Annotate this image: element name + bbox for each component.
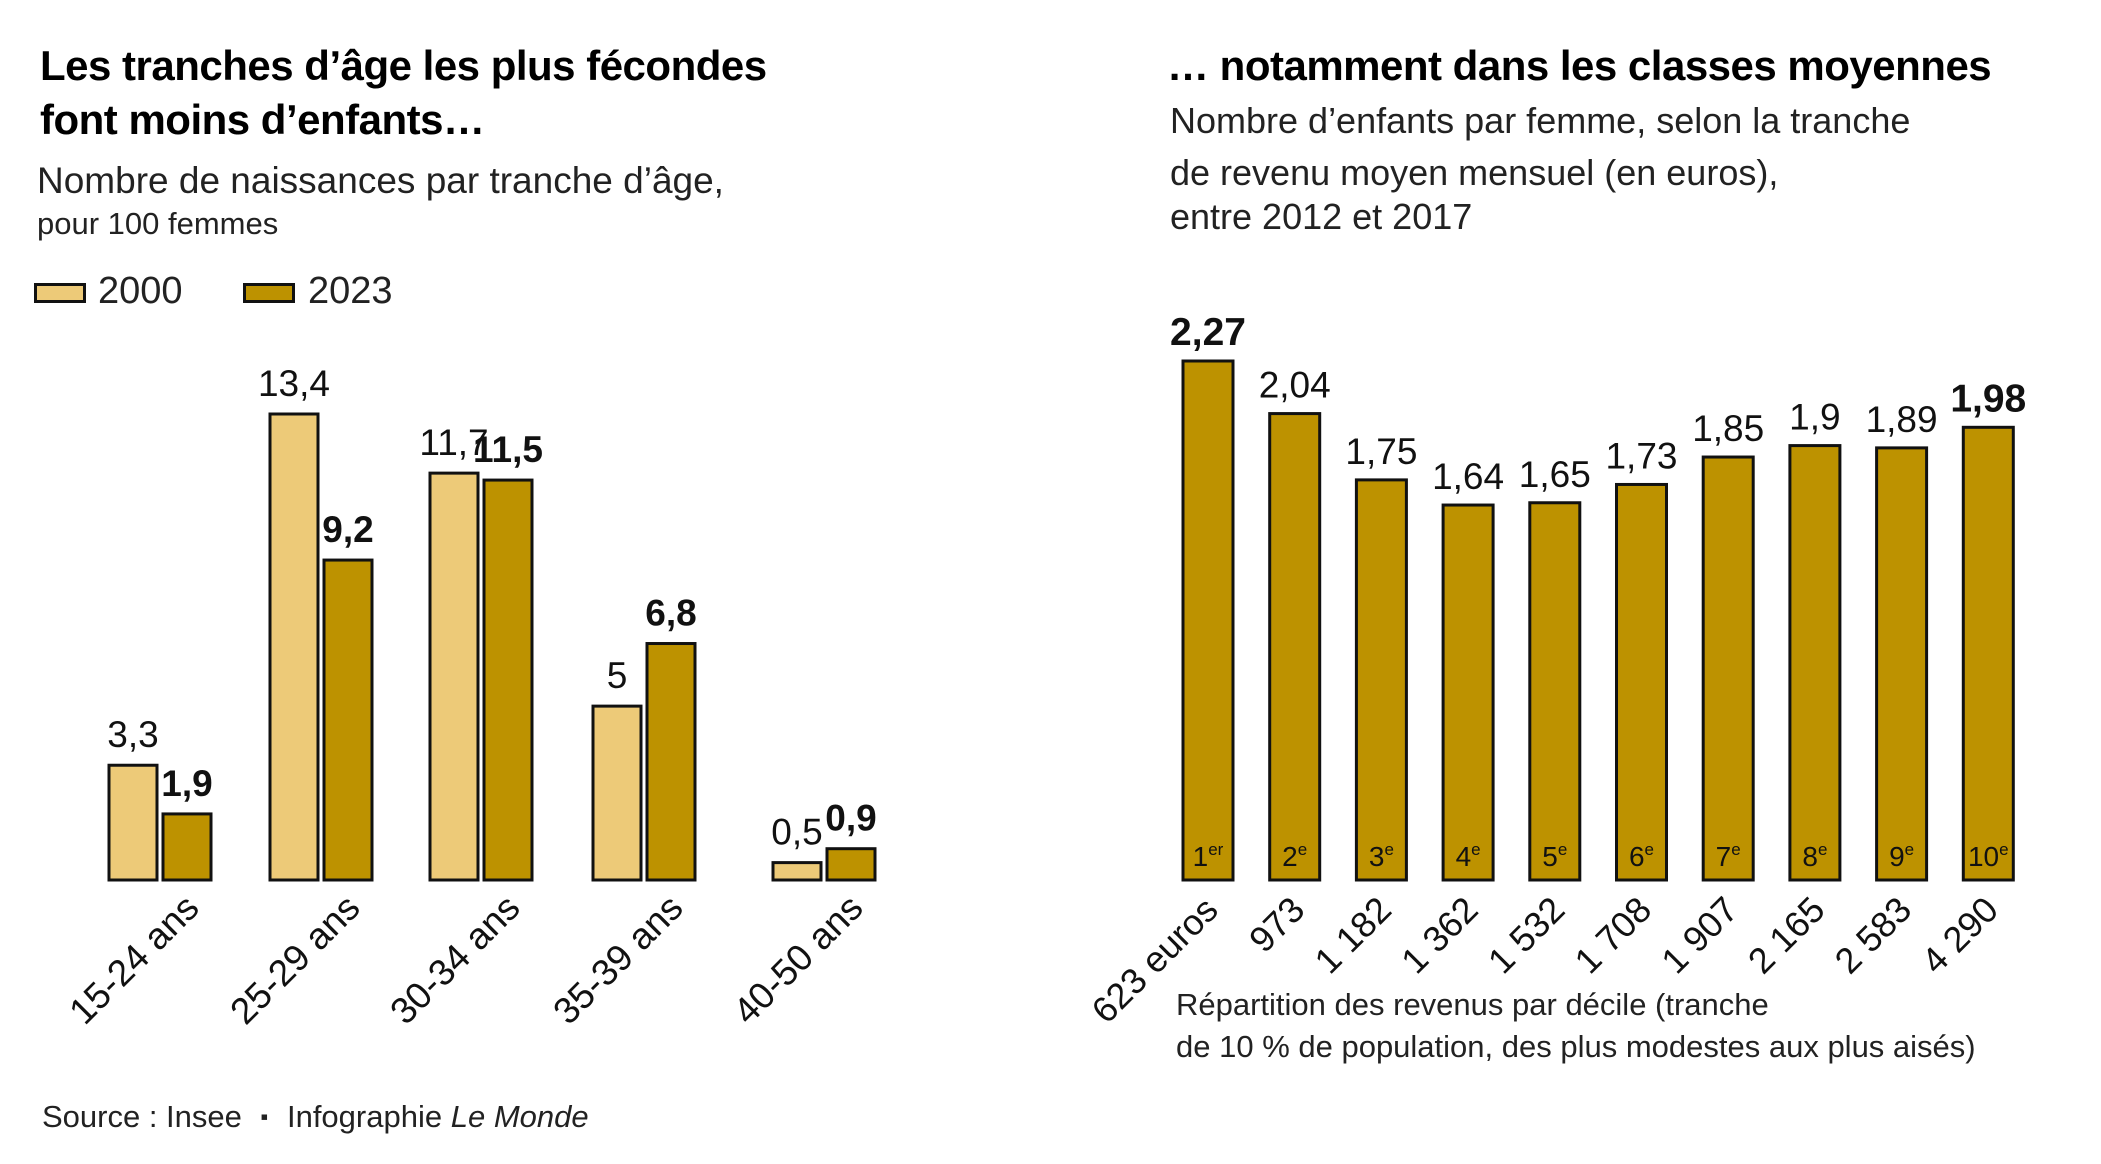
income-label-9: 2 583 <box>1827 889 1920 982</box>
decile-value-label-9: 1,89 <box>1866 399 1938 440</box>
data-label-2023-4: 0,9 <box>825 798 876 839</box>
bar-2000-0 <box>107 763 159 882</box>
decile-bar-1 <box>1181 359 1235 882</box>
decile-value-label-5: 1,65 <box>1519 454 1591 495</box>
category-label-2: 30-34 ans <box>382 887 527 1032</box>
category-label-0: 15-24 ans <box>61 887 206 1032</box>
decile-bar-6 <box>1615 482 1668 882</box>
legend-swatch-2000 <box>34 283 86 303</box>
income-label-5: 1 532 <box>1480 889 1573 982</box>
income-label-1: 623 euros <box>1083 889 1225 1031</box>
income-label-7: 1 907 <box>1653 889 1746 982</box>
decile-bar-5 <box>1528 501 1582 882</box>
decile-bar-8 <box>1788 444 1842 882</box>
decile-rank-label-9: 9e <box>1889 840 1914 872</box>
decile-rank-label-6: 6e <box>1629 840 1654 872</box>
decile-rank-label-5: 5e <box>1542 840 1567 872</box>
left-chart-title-line1: Les tranches d’âge les plus fécondes <box>40 42 767 89</box>
decile-value-label-2: 2,04 <box>1259 365 1331 406</box>
income-label-3: 1 182 <box>1306 889 1399 982</box>
right-chart-title: … notamment dans les classes moyennes <box>1167 42 1992 89</box>
income-label-8: 2 165 <box>1740 889 1833 982</box>
right-chart-subtitle-line2: de revenu moyen mensuel (en euros), <box>1170 152 1779 193</box>
bar-2023-0 <box>161 812 213 882</box>
decile-rank-label-1: 1er <box>1193 840 1224 872</box>
source-separator: ▪ <box>260 1104 269 1129</box>
decile-value-label-8: 1,9 <box>1789 397 1840 438</box>
left-chart-subtitle-line1: Nombre de naissances par tranche d’âge, <box>37 160 724 201</box>
credit-label: Infographie <box>286 1099 443 1134</box>
right-chart-subtitle-line1: Nombre d’enfants par femme, selon la tra… <box>1170 100 1911 141</box>
decile-rank-label-3: 3e <box>1369 840 1394 872</box>
source-line: Source : Insee ▪ Infographie Le Monde <box>42 1099 589 1135</box>
bar-2000-1 <box>268 412 320 882</box>
data-label-2000-2: 11,7 <box>419 422 488 463</box>
decile-value-label-1: 2,27 <box>1170 311 1246 354</box>
bar-2000-4 <box>771 861 823 882</box>
bar-2023-2 <box>482 478 534 882</box>
decile-bar-7 <box>1701 455 1755 882</box>
income-label-10: 4 290 <box>1913 889 2006 982</box>
source-label: Source : Insee <box>42 1099 242 1134</box>
decile-value-label-10: 1,98 <box>1950 377 2026 420</box>
income-label-2: 973 <box>1241 889 1312 960</box>
decile-bar-9 <box>1875 446 1929 882</box>
right-bar-chart: 2,27 1er 623 euros 2,04 2e 973 1,75 3e 1 182 1,64… <box>1083 311 2026 1031</box>
data-label-2023-1: 9,2 <box>322 509 373 550</box>
data-label-2023-0: 1,9 <box>161 763 212 804</box>
decile-rank-label-10: 10e <box>1968 840 2009 872</box>
left-chart-title-line2: font moins d’enfants… <box>40 96 485 143</box>
data-label-2000-0: 3,3 <box>107 714 158 755</box>
decile-note-line2: de 10 % de population, des plus modestes… <box>1176 1029 1976 1064</box>
data-label-2023-2: 11,5 <box>473 429 543 470</box>
decile-rank-label-4: 4e <box>1456 840 1481 872</box>
data-label-2000-4: 0,5 <box>771 812 822 853</box>
legend-label-2000: 2000 <box>98 270 183 312</box>
decile-rank-label-8: 8e <box>1802 840 1827 872</box>
data-label-2000-3: 5 <box>607 655 628 696</box>
right-chart-subtitle-line3: entre 2012 et 2017 <box>1170 196 1473 237</box>
decile-bar-10 <box>1961 425 2015 882</box>
category-label-3: 35-39 ans <box>545 887 690 1032</box>
bar-2000-3 <box>591 704 643 882</box>
legend-label-2023: 2023 <box>308 270 393 312</box>
bar-2023-4 <box>825 847 877 882</box>
left-bar-chart: 3,31,9 15-24 ans 13,4 9,2 25-29 ans 11,711,5 3… <box>61 363 877 1032</box>
category-label-4: 40-50 ans <box>725 887 870 1032</box>
decile-bar-3 <box>1354 478 1408 882</box>
decile-value-label-6: 1,73 <box>1605 435 1677 476</box>
bar-2023-3 <box>645 642 697 882</box>
income-label-6: 1 708 <box>1566 889 1659 982</box>
decile-bar-2 <box>1268 412 1322 882</box>
decile-note-line1: Répartition des revenus par décile (tran… <box>1176 987 1769 1022</box>
legend-swatch-2023 <box>243 283 295 303</box>
decile-value-label-3: 1,75 <box>1345 431 1417 472</box>
decile-rank-label-7: 7e <box>1716 840 1741 872</box>
category-label-1: 25-29 ans <box>222 887 367 1032</box>
bar-2023-1 <box>322 558 374 882</box>
decile-rank-label-2: 2e <box>1282 840 1307 872</box>
data-label-2023-3: 6,8 <box>645 593 696 634</box>
bar-2000-2 <box>428 471 480 882</box>
data-label-2000-1: 13,4 <box>258 363 330 404</box>
left-chart-subtitle-line2: pour 100 femmes <box>37 206 279 241</box>
decile-bar-4 <box>1441 503 1495 882</box>
decile-value-label-7: 1,85 <box>1692 408 1764 449</box>
income-label-4: 1 362 <box>1393 889 1486 982</box>
decile-value-label-4: 1,64 <box>1432 456 1504 497</box>
credit-publication: Le Monde <box>450 1099 589 1134</box>
